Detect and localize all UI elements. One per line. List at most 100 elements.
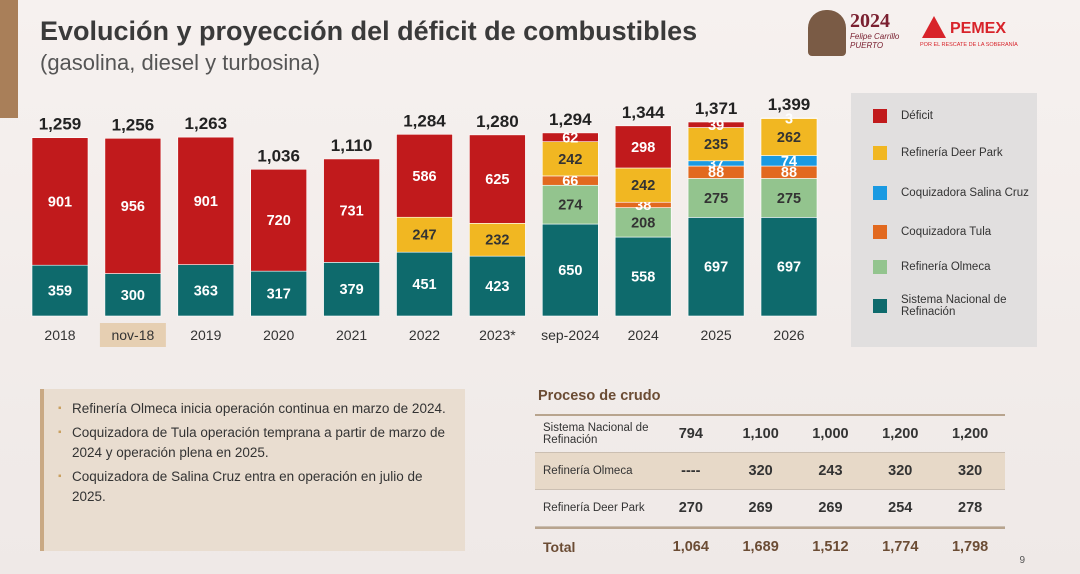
- legend-swatch: [873, 225, 887, 239]
- bar-segment: [104, 137, 162, 274]
- table-cell: 278: [958, 500, 983, 516]
- segment-label: 901: [194, 194, 218, 210]
- bar-segment: [469, 134, 526, 224]
- x-tick-label: 2020: [263, 327, 294, 343]
- bar-segment: [323, 262, 380, 317]
- bar-segment: [760, 118, 818, 156]
- table-cell: 1,512: [812, 539, 849, 555]
- segment-label: 3: [785, 111, 793, 127]
- table-cell: 320: [748, 463, 773, 479]
- segment-label: 300: [121, 288, 145, 304]
- subtitle: (gasolina, diesel y turbosina): [40, 50, 321, 75]
- segment-label: 275: [777, 191, 801, 207]
- total-label: 1,256: [112, 115, 155, 134]
- table-cell: 320: [958, 463, 983, 479]
- legend-label: Déficit: [901, 110, 933, 122]
- legend-swatch: [873, 186, 887, 200]
- segment-label: 586: [412, 169, 436, 185]
- segment-label: 379: [339, 282, 363, 298]
- row-label: Sistema Nacional de Refinación: [543, 422, 649, 446]
- table-cell: 1,774: [882, 539, 919, 555]
- bullet: Coquizadora de Salina Cruz entra en oper…: [58, 467, 447, 507]
- bar-segment: [31, 264, 89, 317]
- table-cell: 269: [748, 500, 773, 516]
- legend: Déficit Refinería Deer Park Coquizadora Sa…: [851, 93, 1037, 347]
- bar-segment: [104, 273, 162, 317]
- segment-label: 208: [631, 215, 655, 231]
- bar-segment: [687, 178, 745, 218]
- chart: 2018 359 901 1,259 nov-18 300 956 1,256 2019 363 9…: [31, 95, 818, 347]
- bar-segment: [250, 168, 307, 272]
- x-tick-label: 2022: [409, 327, 440, 343]
- total-label: 1,371: [695, 99, 738, 118]
- segment-label: 901: [48, 194, 72, 210]
- segment-label: 720: [267, 213, 291, 229]
- bar-segment: [323, 158, 380, 263]
- segment-label: 423: [485, 279, 509, 295]
- bar-segment: [760, 217, 818, 317]
- legend-label: Refinería Olmeca: [901, 261, 991, 273]
- bullet-box: Refinería Olmeca inicia operación contin…: [40, 389, 465, 551]
- bar-segment: [396, 134, 453, 218]
- bar-segment: [614, 167, 672, 203]
- total-label: 1,263: [185, 114, 228, 133]
- logo-2024: 2024 Felipe Carrillo PUERTO: [808, 10, 908, 60]
- segment-label: 558: [631, 270, 655, 286]
- x-tick-label: 2025: [701, 327, 732, 343]
- table-row: Refinería Olmeca ---- 320 243 320 320: [535, 453, 1005, 490]
- x-tick-label: 2018: [44, 327, 75, 343]
- table-cell: 794: [678, 426, 703, 442]
- bar-segment: [687, 217, 745, 317]
- segment-label: 650: [558, 263, 582, 279]
- x-tick-label: nov-18: [111, 327, 154, 343]
- table-row: Total 1,064 1,689 1,512 1,774 1,798: [535, 527, 1005, 565]
- segment-label: 242: [558, 152, 582, 168]
- pemex-icon: [922, 16, 946, 38]
- bar-segment: [250, 270, 307, 317]
- legend-item: Refinería Olmeca: [873, 260, 1033, 274]
- segment-label: 274: [558, 198, 582, 214]
- table-cell: 320: [888, 463, 913, 479]
- row-label: Total: [543, 539, 576, 555]
- legend-item: Coquizadora Salina Cruz: [873, 186, 1033, 200]
- table-cell: 254: [888, 500, 913, 516]
- portrait: [808, 10, 846, 56]
- legend-swatch: [873, 109, 887, 123]
- table-cell: 1,798: [951, 539, 989, 555]
- x-tick-label: 2023*: [479, 327, 516, 343]
- segment-label: 317: [267, 287, 291, 303]
- bar-segment: [687, 121, 745, 128]
- segment-label: 275: [704, 191, 728, 207]
- segment-label: 451: [412, 277, 436, 293]
- bar-segment: [469, 255, 526, 317]
- logo-name: Felipe Carrillo PUERTO: [850, 32, 900, 50]
- legend-swatch: [873, 146, 887, 160]
- legend-label: Coquizadora Salina Cruz: [901, 187, 1029, 199]
- category-highlight: [99, 323, 166, 347]
- legend-item: Refinería Deer Park: [873, 146, 1033, 160]
- legend-item: Sistema Nacional de Refinación: [873, 294, 1033, 318]
- x-tick-label: 2019: [190, 327, 221, 343]
- logo-motto: POR EL RESCATE DE LA SOBERANÍA: [920, 42, 1018, 48]
- table: Proceso de crudo Sistema Nacional de Ref…: [535, 388, 1005, 565]
- table-cell: 269: [818, 500, 843, 516]
- total-label: 1,259: [39, 115, 82, 134]
- bar-segment: [469, 223, 526, 257]
- legend-label: Refinería Deer Park: [901, 147, 1003, 159]
- segment-label: 298: [631, 140, 655, 156]
- bar-segment: [687, 127, 745, 162]
- total-label: 1,284: [403, 111, 446, 130]
- table-cell: 1,200: [951, 426, 989, 442]
- legend-swatch: [873, 299, 887, 313]
- x-tick-label: 2026: [773, 327, 804, 343]
- segment-label: 74: [781, 154, 797, 170]
- table-cell: 243: [818, 463, 843, 479]
- segment-label: 39: [708, 118, 724, 134]
- bullet: Coquizadora de Tula operación temprana a…: [58, 423, 447, 463]
- segment-label: 359: [48, 284, 72, 300]
- segment-label: 956: [121, 199, 145, 215]
- table-cell: 1,064: [672, 539, 709, 555]
- bar-segment: [177, 136, 235, 265]
- row-label: Refinería Deer Park: [543, 502, 645, 514]
- segment-label: 242: [631, 178, 655, 194]
